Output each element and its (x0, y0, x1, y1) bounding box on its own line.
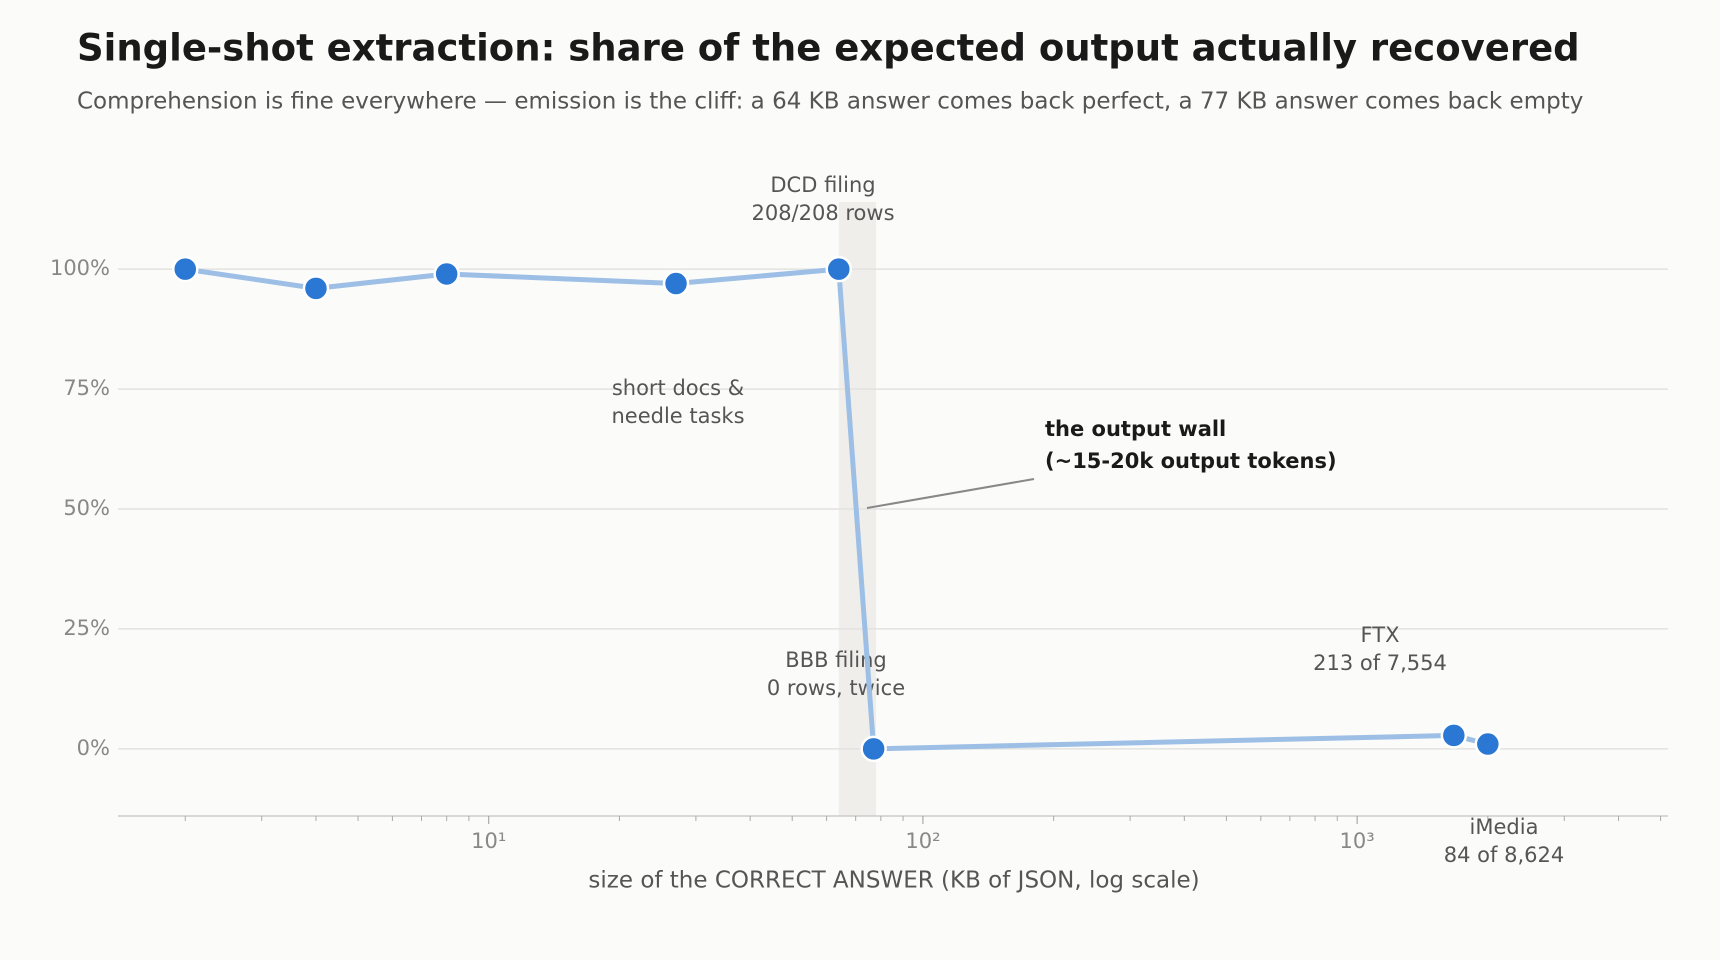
annotation: 0 rows, twice (767, 676, 905, 700)
annotation: needle tasks (611, 404, 744, 428)
y-tick-label: 100% (50, 256, 110, 280)
annotation: 208/208 rows (751, 201, 894, 225)
x-tick-label: 10¹ (471, 829, 506, 853)
annotation: BBB filing (785, 648, 886, 672)
data-point (825, 255, 853, 283)
chart-subtitle: Comprehension is fine everywhere — emiss… (77, 89, 1583, 115)
x-tick-label: 10² (905, 829, 940, 853)
data-point (1474, 730, 1502, 758)
wall-connector (866, 478, 1035, 509)
annotation: (~15-20k output tokens) (1045, 449, 1337, 473)
data-point (860, 735, 887, 763)
annotation: DCD filing (770, 173, 875, 197)
x-tick-label: 10³ (1340, 829, 1375, 853)
data-point (172, 255, 199, 283)
y-tick-label: 25% (63, 616, 110, 640)
series-line (184, 266, 1489, 752)
annotation: FTX (1361, 623, 1400, 647)
x-axis-label: size of the CORRECT ANSWER (KB of JSON, … (588, 868, 1199, 894)
annotation: 213 of 7,554 (1313, 651, 1447, 675)
chart-title: Single-shot extraction: share of the exp… (77, 27, 1580, 70)
data-point (662, 270, 690, 297)
y-tick-label: 0% (77, 736, 110, 760)
annotation: iMedia (1470, 815, 1539, 839)
data-point (433, 260, 460, 288)
data-point (1440, 722, 1468, 749)
y-tick-label: 75% (63, 376, 110, 400)
annotation: the output wall (1045, 417, 1226, 441)
annotation: short docs & (612, 376, 744, 400)
annotation: 84 of 8,624 (1444, 843, 1564, 867)
data-point (302, 275, 330, 302)
y-tick-label: 50% (63, 496, 110, 520)
